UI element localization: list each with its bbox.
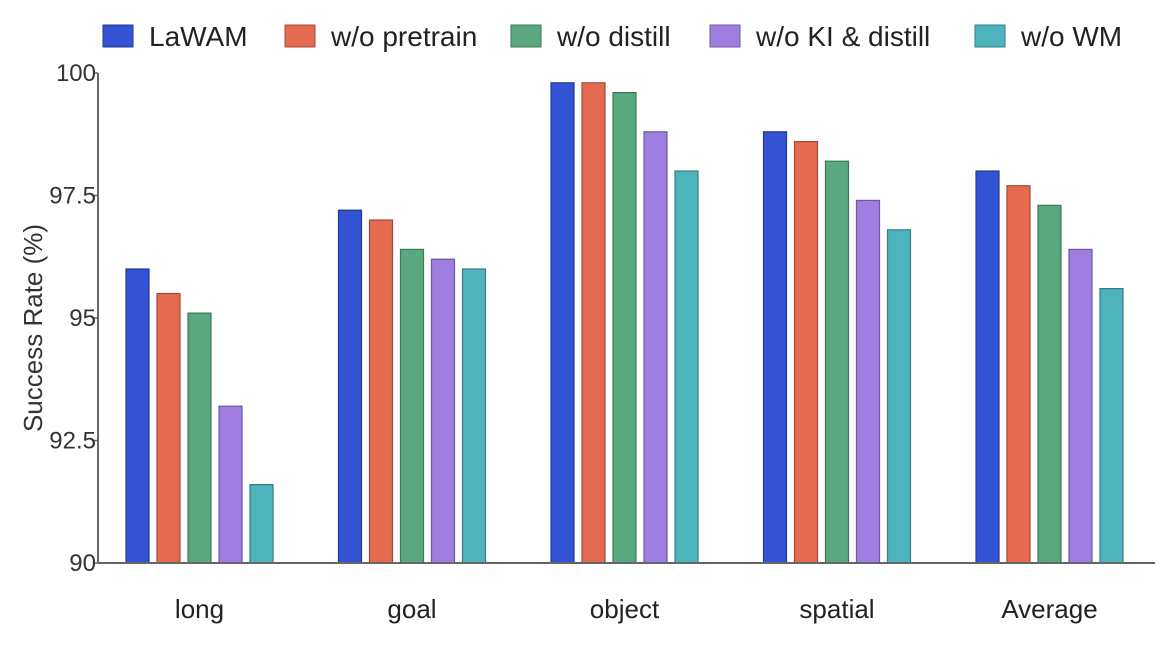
legend-swatch <box>102 24 134 48</box>
bar <box>643 131 668 564</box>
legend-item: w/o KI & distill <box>709 21 930 52</box>
legend-swatch <box>974 24 1006 48</box>
x-category-label: long <box>175 594 224 624</box>
legend-label: w/o KI & distill <box>755 21 930 52</box>
y-tick-label: 90 <box>69 550 96 577</box>
legend-swatch <box>510 24 542 48</box>
legend-item: LaWAM <box>102 21 248 52</box>
legend-swatch <box>284 24 316 48</box>
y-tick-label: 92.5 <box>49 428 96 455</box>
legend-item: w/o WM <box>974 21 1122 52</box>
y-tick-label: 95 <box>69 305 96 332</box>
bar <box>793 141 819 564</box>
bar <box>399 248 425 564</box>
bar <box>187 312 212 564</box>
bars-layer <box>125 82 1124 564</box>
bar <box>550 82 575 564</box>
bar <box>855 199 881 564</box>
bar <box>975 170 1000 564</box>
legend-label: LaWAM <box>149 21 248 52</box>
bar <box>1068 248 1093 564</box>
bar <box>218 405 243 564</box>
bar <box>674 170 699 564</box>
bar <box>762 131 788 564</box>
x-category-label: spatial <box>799 594 874 624</box>
bar <box>156 292 181 564</box>
y-tick-labels: 90 92.5 95 97.5 100 <box>49 60 98 577</box>
x-category-label: Average <box>1001 594 1097 624</box>
bar <box>1037 204 1062 564</box>
y-axis-title: Success Rate (%) <box>18 224 48 432</box>
legend-item: w/o distill <box>510 21 671 52</box>
legend-label: w/o pretrain <box>330 21 477 52</box>
bar <box>612 91 637 564</box>
bar <box>337 209 363 564</box>
y-tick-label: 100 <box>56 60 96 87</box>
legend-swatch <box>709 24 741 48</box>
bar <box>1099 288 1124 564</box>
bar <box>886 229 912 564</box>
bar <box>1006 185 1031 564</box>
bar <box>461 268 487 564</box>
bar <box>125 268 150 564</box>
x-category-label: object <box>590 594 660 624</box>
x-category-labels: long goal object spatial Average <box>175 594 1098 624</box>
y-tick-label: 97.5 <box>49 183 96 210</box>
bar <box>430 258 456 564</box>
bar <box>824 160 850 564</box>
legend: LaWAM w/o pretrain w/o distill w/o KI & dis… <box>102 21 1122 52</box>
bar <box>249 484 274 564</box>
x-category-label: goal <box>387 594 436 624</box>
bar <box>368 219 394 564</box>
bar <box>581 82 606 564</box>
legend-label: w/o distill <box>556 21 671 52</box>
legend-label: w/o WM <box>1020 21 1122 52</box>
legend-item: w/o pretrain <box>284 21 477 52</box>
